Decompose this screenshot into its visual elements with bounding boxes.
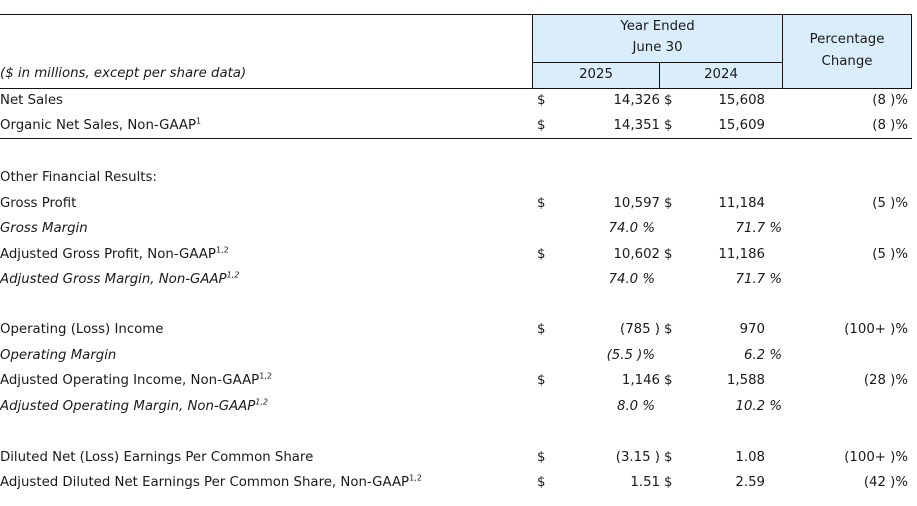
change-label: Change — [821, 54, 873, 69]
year-ended-label: Year Ended — [620, 19, 695, 34]
value-2025: 8.0 % — [616, 399, 655, 414]
row-label: Organic Net Sales, Non-GAAP1 — [0, 116, 202, 133]
header-bottom-rule — [0, 88, 912, 89]
value-2024: 1,588 — [726, 373, 765, 388]
row-label: Operating Margin — [0, 348, 117, 363]
row-label: Gross Margin — [0, 221, 88, 236]
currency-2024: $ — [664, 196, 673, 211]
currency-2025: $ — [537, 247, 546, 262]
pct-change: (5 )% — [872, 247, 908, 262]
currency-2024: $ — [664, 450, 673, 465]
value-2024: 6.2 % — [743, 348, 782, 363]
value-2025: 1,146 — [621, 373, 660, 388]
table-row — [0, 93, 912, 113]
year-split-rule — [659, 62, 660, 88]
year-ended-header-bg — [533, 15, 782, 88]
section-rule — [0, 138, 912, 139]
currency-2025: $ — [537, 93, 546, 108]
table-row — [0, 196, 912, 216]
row-label: Gross Profit — [0, 196, 77, 211]
value-2024: 71.7 % — [735, 221, 782, 236]
row-label: Adjusted Operating Income, Non-GAAP1,2 — [0, 371, 272, 388]
currency-2025: $ — [537, 196, 546, 211]
value-2025: 1.51 — [630, 475, 660, 490]
value-2024: 15,609 — [718, 118, 765, 133]
currency-2024: $ — [664, 93, 673, 108]
row-label: Operating (Loss) Income — [0, 322, 164, 337]
currency-2025: $ — [537, 322, 546, 337]
percentage-label: Percentage — [809, 32, 885, 47]
footnote-marker: 1,2 — [215, 245, 229, 255]
row-label: Other Financial Results: — [0, 170, 157, 185]
footnote-marker: 1,2 — [259, 371, 272, 381]
year-2025-label: 2025 — [579, 67, 613, 82]
row-label: Adjusted Gross Margin, Non-GAAP1,2 — [0, 270, 240, 287]
value-2025: (785 ) — [620, 322, 660, 337]
value-2025: 74.0 % — [608, 221, 655, 236]
currency-2025: $ — [537, 373, 546, 388]
currency-2024: $ — [664, 373, 673, 388]
pct-change: (8 )% — [872, 118, 908, 133]
value-2025: 10,597 — [613, 196, 660, 211]
header-box-mid — [782, 14, 783, 88]
row-label: Net Sales — [0, 93, 63, 108]
row-label: Adjusted Operating Margin, Non-GAAP1,2 — [0, 397, 269, 414]
currency-2024: $ — [664, 322, 673, 337]
percentage-header-bg — [782, 15, 912, 88]
footnote-marker: 1 — [196, 116, 202, 126]
pct-change: (28 )% — [863, 373, 908, 388]
value-2024: 970 — [739, 322, 765, 337]
currency-2025: $ — [537, 475, 546, 490]
units-note: ($ in millions, except per share data) — [0, 66, 247, 81]
currency-2024: $ — [664, 247, 673, 262]
pct-change: (8 )% — [872, 93, 908, 108]
top-rule — [0, 14, 912, 15]
value-2024: 10.2 % — [735, 399, 782, 414]
value-2024: 11,186 — [718, 247, 765, 262]
value-2024: 1.08 — [735, 450, 765, 465]
value-2024: 15,608 — [718, 93, 765, 108]
row-label: Diluted Net (Loss) Earnings Per Common S… — [0, 450, 314, 465]
currency-2024: $ — [664, 475, 673, 490]
header-box-right — [911, 14, 912, 88]
pct-change: (100+ )% — [844, 450, 908, 465]
header-box-left — [532, 14, 533, 88]
pct-change: (42 )% — [863, 475, 908, 490]
currency-2025: $ — [537, 450, 546, 465]
value-2024: 11,184 — [718, 196, 765, 211]
value-2025: (5.5 )% — [606, 348, 655, 363]
value-2025: 10,602 — [613, 247, 660, 262]
value-2025: 14,326 — [613, 93, 660, 108]
row-label: Adjusted Gross Profit, Non-GAAP1,2 — [0, 245, 229, 262]
value-2024: 71.7 % — [735, 272, 782, 287]
year-ended-date: June 30 — [632, 40, 683, 55]
footnote-marker: 1,2 — [226, 270, 240, 280]
value-2025: (3.15 ) — [615, 450, 660, 465]
currency-2025: $ — [537, 118, 546, 133]
value-2025: 14,351 — [613, 118, 660, 133]
year-2024-label: 2024 — [704, 67, 738, 82]
footnote-marker: 1,2 — [255, 397, 269, 407]
row-label: Adjusted Diluted Net Earnings Per Common… — [0, 473, 422, 490]
footnote-marker: 1,2 — [409, 473, 422, 483]
pct-change: (5 )% — [872, 196, 908, 211]
currency-2024: $ — [664, 118, 673, 133]
value-2024: 2.59 — [735, 475, 765, 490]
value-2025: 74.0 % — [608, 272, 655, 287]
pct-change: (100+ )% — [844, 322, 908, 337]
year-ended-rule — [533, 62, 782, 63]
